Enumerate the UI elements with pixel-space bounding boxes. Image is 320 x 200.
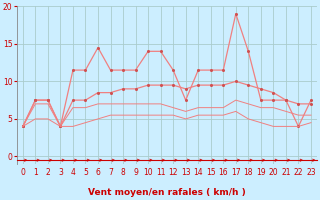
X-axis label: Vent moyen/en rafales ( km/h ): Vent moyen/en rafales ( km/h ) <box>88 188 246 197</box>
